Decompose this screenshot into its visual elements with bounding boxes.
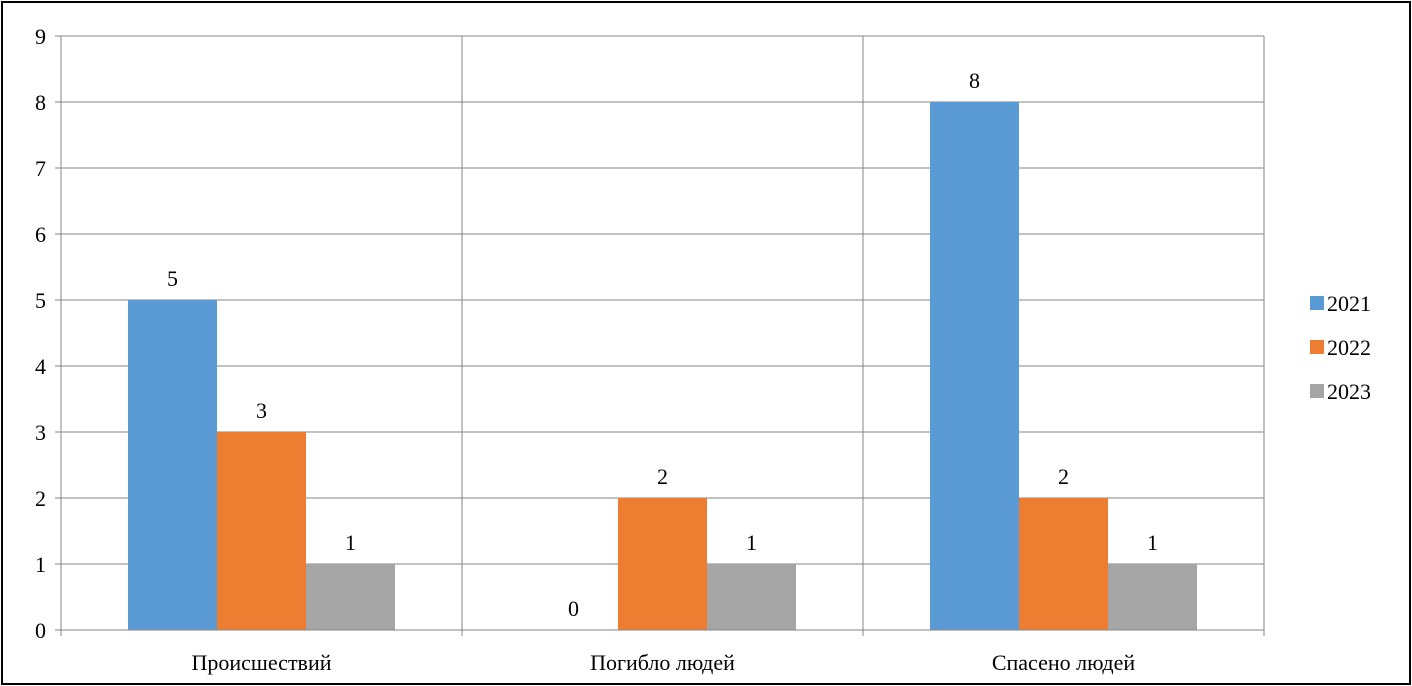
y-tick-label: 8 (35, 90, 46, 115)
legend-label: 2023 (1327, 379, 1371, 404)
y-tick-label: 0 (35, 618, 46, 643)
y-tick-label: 9 (35, 24, 46, 49)
data-label: 2 (1058, 464, 1069, 489)
bar-2022 (618, 498, 707, 630)
category-label: Погибло людей (590, 650, 735, 675)
y-tick-label: 1 (35, 552, 46, 577)
y-tick-label: 2 (35, 486, 46, 511)
legend-label: 2022 (1327, 335, 1371, 360)
data-label: 1 (746, 530, 757, 555)
category-label: Спасено людей (992, 650, 1136, 675)
bar-2022 (217, 432, 306, 630)
category-label: Происшествий (192, 650, 332, 675)
bar-2021 (128, 300, 217, 630)
legend-swatch-2021 (1310, 296, 1324, 310)
data-label: 5 (167, 266, 178, 291)
bar-2023 (707, 564, 796, 630)
data-label: 1 (345, 530, 356, 555)
data-label: 2 (657, 464, 668, 489)
y-tick-label: 7 (35, 156, 46, 181)
bar-2023 (306, 564, 395, 630)
legend-swatch-2023 (1310, 384, 1324, 398)
y-tick-label: 3 (35, 420, 46, 445)
data-label: 3 (256, 398, 267, 423)
legend-label: 2021 (1327, 291, 1371, 316)
y-tick-label: 5 (35, 288, 46, 313)
legend-swatch-2022 (1310, 340, 1324, 354)
data-label: 8 (969, 68, 980, 93)
data-label: 1 (1147, 530, 1158, 555)
bar-2021 (930, 102, 1019, 630)
data-label: 0 (568, 596, 579, 621)
bar-2023 (1108, 564, 1197, 630)
y-tick-label: 6 (35, 222, 46, 247)
bar-2022 (1019, 498, 1108, 630)
y-tick-label: 4 (35, 354, 46, 379)
